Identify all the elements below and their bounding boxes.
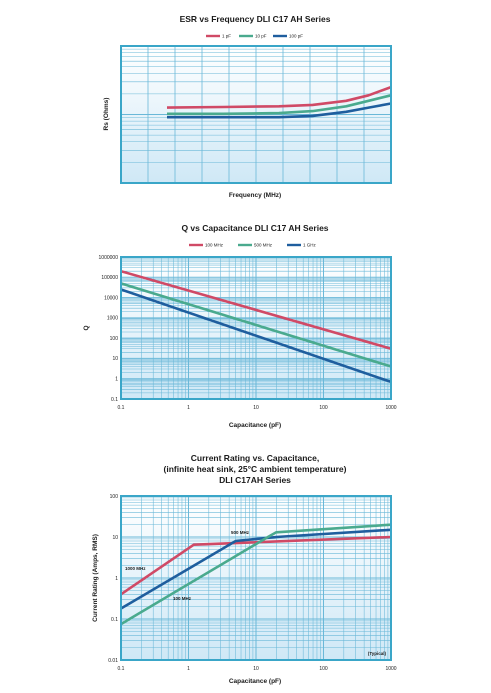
q-y-tick-label: 10 (112, 356, 118, 362)
q-x-tick-label: 10 (253, 405, 259, 411)
esr-x-axis-label: Frequency (MHz) (229, 192, 281, 199)
current-x-tick-label: 1 (187, 666, 190, 672)
esr-legend-label-1pf: 1 pF (222, 34, 231, 39)
current-x-tick-label: 1000 (385, 666, 396, 672)
q-chart: Q vs Capacitance DLI C17 AH Series 100 M… (83, 223, 397, 429)
current-y-tick-labels: 0.01 0.1 1 10 100 (108, 494, 118, 664)
current-annotation-1000mhz: 1000 MHz (125, 566, 146, 571)
q-y-tick-label: 1000000 (99, 255, 119, 261)
q-y-tick-label: 100000 (101, 275, 118, 281)
q-x-axis-label: Capacitance (pF) (229, 422, 281, 429)
current-chart-title-line-1: Current Rating vs. Capacitance, (191, 453, 319, 463)
esr-chart-title: ESR vs Frequency DLI C17 AH Series (180, 14, 331, 24)
esr-legend: 1 pF 10 pF 100 pF (206, 34, 303, 39)
q-series (120, 269, 392, 384)
current-y-tick-label: 0.1 (111, 617, 118, 623)
current-y-tick-label: 10 (112, 535, 118, 541)
q-x-tick-label: 0.1 (118, 405, 125, 411)
q-plot-frame (120, 256, 392, 400)
q-y-tick-label: 100 (110, 336, 119, 342)
q-legend-label-1ghz: 1 GHz (303, 243, 317, 248)
esr-legend-label-100pf: 100 pF (289, 34, 303, 39)
current-y-tick-label: 1 (115, 576, 118, 582)
current-x-tick-label: 0.1 (118, 666, 125, 672)
current-annotation-100mhz: 100 MHz (173, 596, 192, 601)
current-x-tick-labels: 0.1 1 10 100 1000 (118, 666, 397, 672)
esr-legend-label-10pf: 10 pF (255, 34, 267, 39)
current-series-line-0 (120, 535, 392, 596)
q-series-line-1 (120, 282, 392, 368)
current-x-tick-label: 10 (253, 666, 259, 672)
q-y-tick-label: 0.1 (111, 397, 118, 403)
current-series (120, 523, 392, 626)
q-y-tick-labels: 0.1 1 10 100 1000 10000 100000 1000000 (99, 255, 119, 403)
esr-y-axis-label: Rs (Ohms) (103, 98, 110, 131)
esr-plot-frame (120, 45, 392, 184)
q-y-tick-label: 10000 (104, 295, 118, 301)
esr-series (166, 85, 392, 119)
current-chart-title-line-2: (infinite heat sink, 25°C ambient temper… (164, 464, 347, 474)
current-series-line-2 (120, 523, 392, 626)
current-y-tick-label: 100 (110, 494, 119, 500)
current-y-tick-label: 0.01 (108, 658, 118, 664)
q-y-axis-label: Q (83, 325, 90, 330)
q-x-tick-label: 1000 (385, 405, 396, 411)
q-x-tick-label: 100 (319, 405, 328, 411)
current-chart-title-line-3: DLI C17AH Series (219, 475, 291, 485)
current-y-axis-label: Current Rating (Amps, RMS) (92, 534, 99, 622)
q-legend: 100 MHz 500 MHz 1 GHz (189, 243, 317, 248)
q-legend-label-100mhz: 100 MHz (205, 243, 224, 248)
esr-series-line-0 (166, 85, 392, 109)
current-annotation-typical: (Typical) (368, 651, 387, 656)
q-x-tick-label: 1 (187, 405, 190, 411)
q-x-tick-labels: 0.1 1 10 100 1000 (118, 405, 397, 411)
q-y-tick-label: 1 (115, 377, 118, 383)
current-plot-frame (120, 495, 392, 661)
current-series-line-1 (120, 528, 392, 610)
q-series-line-0 (120, 269, 392, 350)
current-x-axis-label: Capacitance (pF) (229, 678, 281, 685)
current-x-tick-label: 100 (319, 666, 328, 672)
esr-series-line-1 (167, 94, 392, 116)
q-legend-label-500mhz: 500 MHz (254, 243, 273, 248)
q-chart-title: Q vs Capacitance DLI C17 AH Series (181, 223, 328, 233)
esr-chart: ESR vs Frequency DLI C17 AH Series 1 pF … (103, 14, 392, 199)
q-y-tick-label: 1000 (107, 316, 118, 322)
esr-series-line-2 (167, 102, 392, 119)
current-annotation-500mhz: 500 MHz (231, 530, 250, 535)
q-series-line-2 (120, 288, 392, 384)
current-chart: Current Rating vs. Capacitance, (infinit… (92, 453, 397, 685)
